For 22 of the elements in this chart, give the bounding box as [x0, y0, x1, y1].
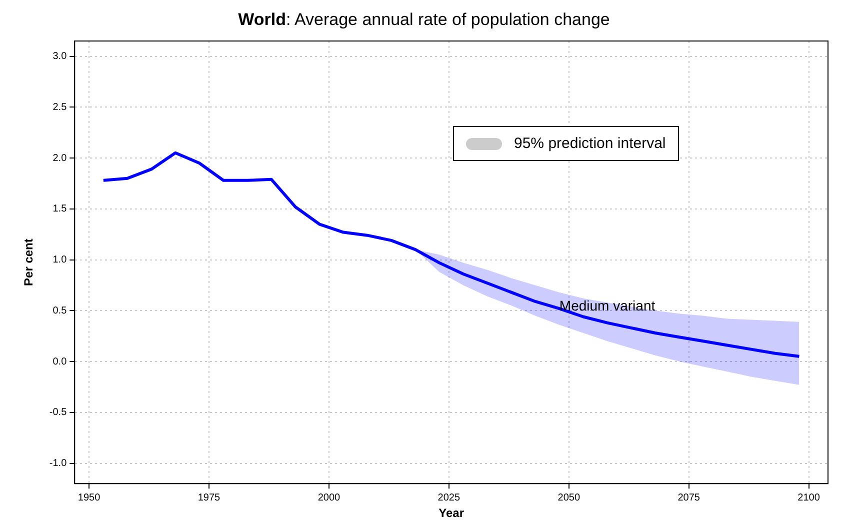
y-tick-label: 2.5 [52, 102, 68, 113]
chart-title: World: Average annual rate of population change [238, 10, 610, 29]
y-tick-label: 0.5 [52, 305, 68, 316]
x-tick-label: 1975 [198, 492, 221, 504]
y-tick-label: 0.0 [52, 356, 68, 368]
y-tick-label: 2.0 [52, 152, 68, 164]
x-axis-title: Year [438, 506, 464, 520]
x-tick-label: 2050 [558, 492, 580, 504]
legend-box: 95% prediction interval [453, 126, 679, 161]
legend-title: 95% prediction interval [514, 135, 666, 152]
x-tick-label: 2075 [678, 492, 700, 504]
x-tick-label: 2025 [438, 492, 460, 504]
x-tick-label: 2000 [318, 492, 341, 504]
y-tick-label: 1.5 [52, 204, 68, 215]
y-tick-label: -0.5 [49, 407, 68, 418]
x-tick-label: 2100 [798, 492, 820, 504]
y-axis-title: Per cent [22, 238, 36, 286]
x-tick-label: 1950 [78, 492, 101, 504]
y-tick-label: 3.0 [52, 51, 68, 62]
series-label: Medium variant [559, 298, 656, 314]
y-tick-label: 1.0 [52, 254, 68, 266]
y-tick-label: -1.0 [49, 458, 68, 469]
